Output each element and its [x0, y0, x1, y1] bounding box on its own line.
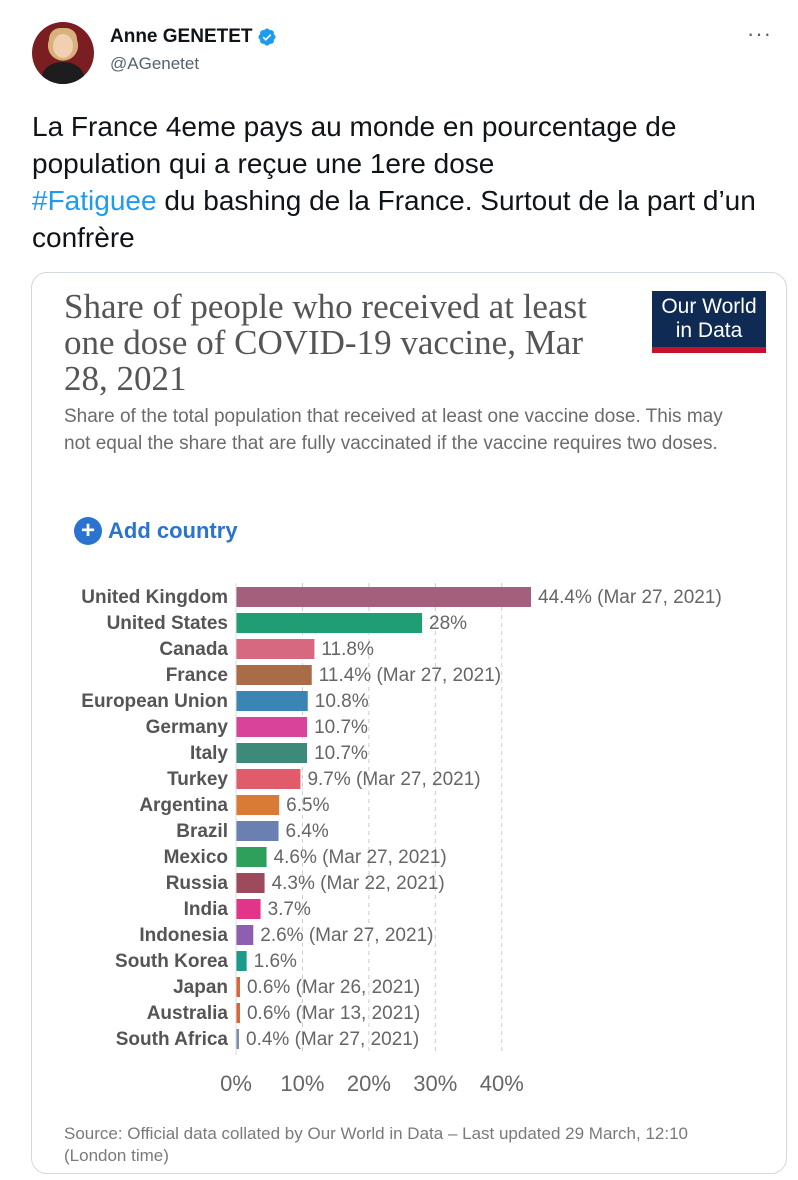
category-label: Canada: [159, 639, 228, 660]
bar-4: [236, 691, 308, 711]
avatar-shoulders: [42, 62, 84, 84]
bar-chart-svg: 0% 10% 20% 30% 40% United Kingdom 44.4% (Mar 2…: [81, 583, 722, 1096]
category-label: South Korea: [115, 951, 228, 972]
tweet-text-line2: du bashing de la France. Surtout de la p…: [32, 185, 756, 253]
bar-9: [236, 821, 279, 841]
category-label: Japan: [173, 977, 228, 998]
bar-12: [236, 899, 261, 919]
avatar-face: [53, 34, 73, 58]
category-label: Turkey: [167, 769, 228, 790]
value-label: 3.7%: [268, 899, 311, 920]
category-label: United Kingdom: [81, 587, 228, 608]
category-label: India: [184, 899, 229, 920]
bar-11: [236, 873, 265, 893]
x-tick-label: 10%: [280, 1071, 324, 1096]
bar-10: [236, 847, 267, 867]
value-label: 6.4%: [286, 821, 329, 842]
bar-17: [236, 1029, 239, 1049]
category-label: European Union: [81, 691, 228, 712]
bar-16: [236, 1003, 240, 1023]
plus-circle-icon: +: [74, 517, 102, 545]
value-label: 28%: [429, 613, 467, 634]
value-label: 10.8%: [315, 691, 369, 712]
value-label: 11.8%: [321, 639, 374, 660]
bar-6: [236, 743, 308, 763]
value-label: 9.7% (Mar 27, 2021): [307, 769, 480, 790]
category-label: Russia: [166, 873, 229, 894]
value-label: 10.7%: [314, 743, 368, 764]
x-tick-label: 0%: [220, 1071, 252, 1096]
hashtag-link[interactable]: #Fatiguee: [32, 185, 157, 216]
bar-13: [236, 925, 254, 945]
bar-chart: 0% 10% 20% 30% 40% United Kingdom 44.4% (Mar 2…: [32, 573, 786, 1113]
tweet-header: Anne GENETET @AGenetet ···: [32, 22, 772, 86]
category-label: Argentina: [139, 795, 228, 816]
category-label: Indonesia: [139, 925, 228, 946]
value-label: 11.4% (Mar 27, 2021): [319, 665, 501, 686]
category-label: Australia: [147, 1003, 229, 1024]
tweet-media-image[interactable]: Share of people who received at least on…: [31, 272, 787, 1174]
owid-logo-line1: Our World: [661, 295, 757, 318]
x-tick-label: 20%: [347, 1071, 391, 1096]
bar-2: [236, 639, 315, 659]
owid-logo-stripe: [652, 347, 766, 353]
bar-3: [236, 665, 312, 685]
category-label: Germany: [146, 717, 229, 738]
bar-5: [236, 717, 308, 737]
avatar[interactable]: [32, 22, 94, 84]
bar-8: [236, 795, 280, 815]
value-label: 0.6% (Mar 13, 2021): [247, 1003, 420, 1024]
value-label: 4.6% (Mar 27, 2021): [274, 847, 447, 868]
author-name[interactable]: Anne GENETET: [110, 26, 253, 47]
value-label: 1.6%: [254, 951, 297, 972]
x-tick-label: 40%: [480, 1071, 524, 1096]
name-row: Anne GENETET: [110, 26, 277, 48]
chart-title: Share of people who received at least on…: [64, 287, 587, 398]
value-label: 6.5%: [286, 795, 329, 816]
value-label: 4.3% (Mar 22, 2021): [272, 873, 445, 894]
category-label: France: [166, 665, 228, 686]
tweet-text-line1: La France 4eme pays au monde en pourcent…: [32, 111, 677, 179]
x-tick-label: 30%: [413, 1071, 457, 1096]
bar-0: [236, 587, 531, 607]
add-country-button[interactable]: + Add country: [74, 517, 238, 545]
bar-1: [236, 613, 423, 633]
chart-source: Source: Official data collated by Our Wo…: [64, 1124, 689, 1165]
category-label: Mexico: [164, 847, 228, 868]
value-label: 2.6% (Mar 27, 2021): [260, 925, 433, 946]
value-label: 10.7%: [314, 717, 368, 738]
category-label: Italy: [190, 743, 228, 764]
value-label: 0.6% (Mar 26, 2021): [247, 977, 420, 998]
bar-14: [236, 951, 247, 971]
more-options-icon[interactable]: ···: [747, 21, 772, 46]
tweet-text: La France 4eme pays au monde en pourcent…: [32, 108, 782, 256]
bar-7: [236, 769, 301, 789]
category-label: Brazil: [176, 821, 228, 842]
category-label: United States: [107, 613, 228, 634]
verified-badge-icon: [257, 28, 276, 46]
bar-15: [236, 977, 240, 997]
owid-logo-line2: in Data: [675, 319, 743, 342]
chart-subtitle: Share of the total population that recei…: [64, 406, 723, 454]
author-handle[interactable]: @AGenetet: [110, 54, 200, 73]
value-label: 44.4% (Mar 27, 2021): [538, 587, 722, 608]
owid-logo: Our World in Data: [652, 291, 766, 353]
value-label: 0.4% (Mar 27, 2021): [246, 1029, 419, 1050]
add-country-label: Add country: [108, 518, 238, 543]
category-label: South Africa: [116, 1029, 229, 1050]
